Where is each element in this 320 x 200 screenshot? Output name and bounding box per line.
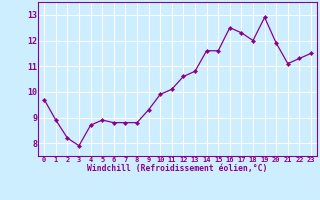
X-axis label: Windchill (Refroidissement éolien,°C): Windchill (Refroidissement éolien,°C)	[87, 164, 268, 173]
